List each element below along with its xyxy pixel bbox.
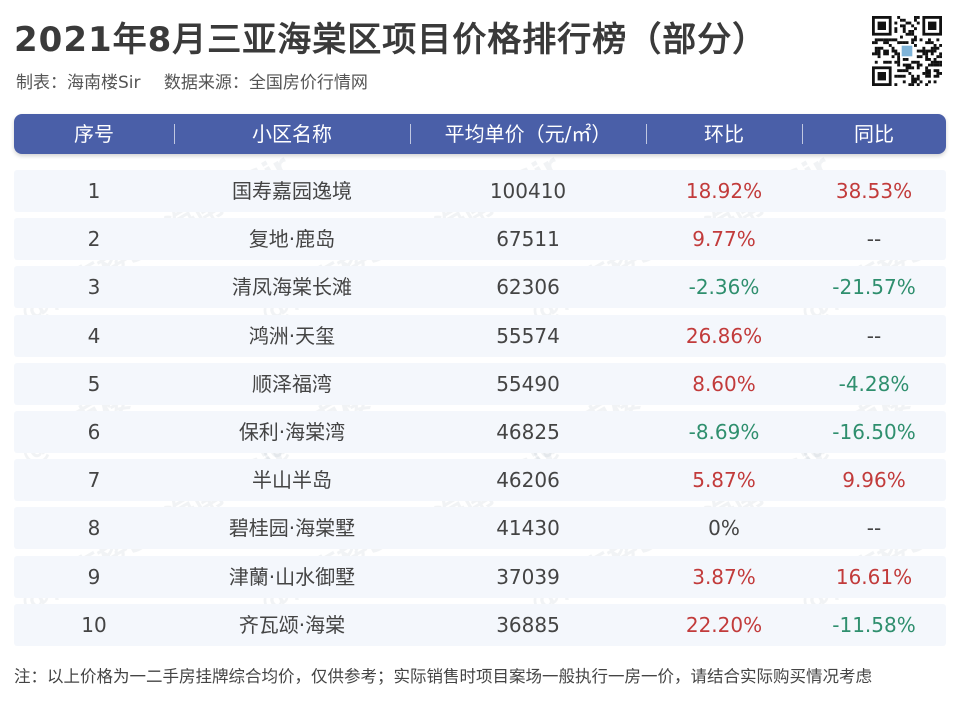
cell-mom: 18.92% — [685, 179, 763, 203]
cell-name: 复地·鹿岛 — [248, 227, 336, 252]
column-header-rank: 序号 — [74, 122, 114, 146]
cell-rank: 6 — [87, 420, 101, 444]
maker-credit: 制表：海南楼Sir — [16, 73, 141, 93]
table-row: 9 津蘭·山水御墅 37039 3.87% 16.61% — [14, 555, 946, 598]
cell-price: 55490 — [496, 371, 560, 396]
cell-mom: 3.87% — [692, 564, 756, 589]
cell-mom: 8.60% — [692, 371, 756, 396]
cell-yoy: -21.57% — [832, 275, 916, 300]
header-divider — [802, 124, 803, 144]
page-title: 2021年8月三亚海棠区项目价格排行榜（部分） — [14, 20, 768, 60]
cell-name: 鸿洲·天玺 — [248, 323, 336, 348]
cell-mom: 5.87% — [692, 468, 756, 493]
cell-rank: 1 — [87, 179, 101, 203]
cell-mom: -8.69% — [688, 420, 760, 444]
table-row: 1 国寿嘉园逸境 100410 18.92% 38.53% — [14, 170, 946, 212]
qr-code-icon — [872, 16, 942, 86]
cell-mom: 0% — [708, 516, 740, 541]
header-divider — [174, 124, 175, 144]
cell-name: 津蘭·山水御墅 — [228, 564, 356, 589]
cell-yoy: 16.61% — [835, 564, 913, 589]
cell-rank: 3 — [87, 275, 101, 300]
cell-name: 国寿嘉园逸境 — [232, 179, 352, 203]
cell-name: 保利·海棠湾 — [238, 420, 346, 444]
cell-mom: -2.36% — [688, 275, 760, 300]
column-header-mom: 环比 — [704, 122, 744, 146]
cell-rank: 7 — [87, 468, 101, 493]
column-header-price: 平均单价（元/㎡） — [444, 122, 612, 146]
cell-yoy: -11.58% — [832, 612, 916, 637]
cell-name: 碧桂园·海棠墅 — [228, 516, 356, 541]
column-header-name: 小区名称 — [252, 122, 332, 146]
cell-rank: 10 — [81, 612, 107, 637]
table-row: 3 清凤海棠长滩 62306 -2.36% -21.57% — [14, 266, 946, 309]
cell-yoy: 38.53% — [835, 179, 913, 203]
cell-yoy: -16.50% — [832, 420, 916, 444]
header-divider — [646, 124, 647, 144]
cell-yoy: -- — [866, 323, 882, 348]
cell-price: 41430 — [496, 516, 560, 541]
cell-price: 100410 — [489, 179, 567, 203]
cell-price: 46206 — [496, 468, 560, 493]
cell-rank: 2 — [87, 227, 101, 252]
cell-yoy: -- — [866, 516, 882, 541]
cell-name: 半山半岛 — [252, 468, 332, 493]
table-row: 4 鸿洲·天玺 55574 26.86% -- — [14, 314, 946, 357]
cell-mom: 22.20% — [685, 612, 763, 637]
cell-yoy: -4.28% — [838, 371, 910, 396]
table-row: 5 顺泽福湾 55490 8.60% -4.28% — [14, 362, 946, 405]
cell-mom: 26.86% — [685, 323, 763, 348]
cell-rank: 5 — [87, 371, 101, 396]
table-row: 8 碧桂园·海棠墅 41430 0% -- — [14, 507, 946, 550]
cell-price: 55574 — [496, 323, 560, 348]
cell-rank: 8 — [87, 516, 101, 541]
cell-rank: 9 — [87, 564, 101, 589]
table-row: 6 保利·海棠湾 46825 -8.69% -16.50% — [14, 411, 946, 453]
cell-price: 37039 — [496, 564, 560, 589]
table-row: 2 复地·鹿岛 67511 9.77% -- — [14, 218, 946, 261]
cell-name: 齐瓦颂·海棠 — [238, 612, 346, 637]
table-row: 7 半山半岛 46206 5.87% 9.96% — [14, 459, 946, 502]
table-header: 序号 小区名称 平均单价（元/㎡） 环比 同比 — [14, 114, 946, 154]
cell-price: 46825 — [496, 420, 560, 444]
column-header-yoy: 同比 — [854, 122, 894, 146]
cell-name: 顺泽福湾 — [252, 371, 332, 396]
cell-mom: 9.77% — [692, 227, 756, 252]
data-source: 数据来源：全国房价行情网 — [163, 73, 368, 93]
cell-yoy: -- — [866, 227, 882, 252]
cell-name: 清凤海棠长滩 — [232, 275, 352, 300]
cell-yoy: 9.96% — [842, 468, 906, 493]
cell-price: 67511 — [496, 227, 560, 252]
footnote: 注：以上价格为一二手房挂牌综合均价，仅供参考；实际销售时项目案场一般执行一房一价… — [14, 667, 872, 686]
cell-rank: 4 — [87, 323, 101, 348]
table-row: 10 齐瓦颂·海棠 36885 22.20% -11.58% — [14, 603, 946, 646]
header-divider — [410, 124, 411, 144]
subtitle: 制表：海南楼Sir 数据来源：全国房价行情网 — [16, 68, 386, 93]
cell-price: 36885 — [496, 612, 560, 637]
cell-price: 62306 — [496, 275, 560, 300]
